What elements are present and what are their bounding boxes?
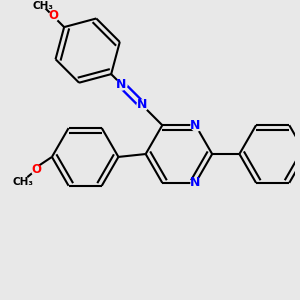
Text: N: N <box>190 119 201 132</box>
Text: CH₃: CH₃ <box>32 1 53 10</box>
Text: O: O <box>48 9 58 22</box>
Text: CH₃: CH₃ <box>13 176 34 187</box>
Text: O: O <box>31 164 41 176</box>
Text: N: N <box>137 98 147 111</box>
Text: N: N <box>190 176 201 189</box>
Text: N: N <box>116 78 127 91</box>
